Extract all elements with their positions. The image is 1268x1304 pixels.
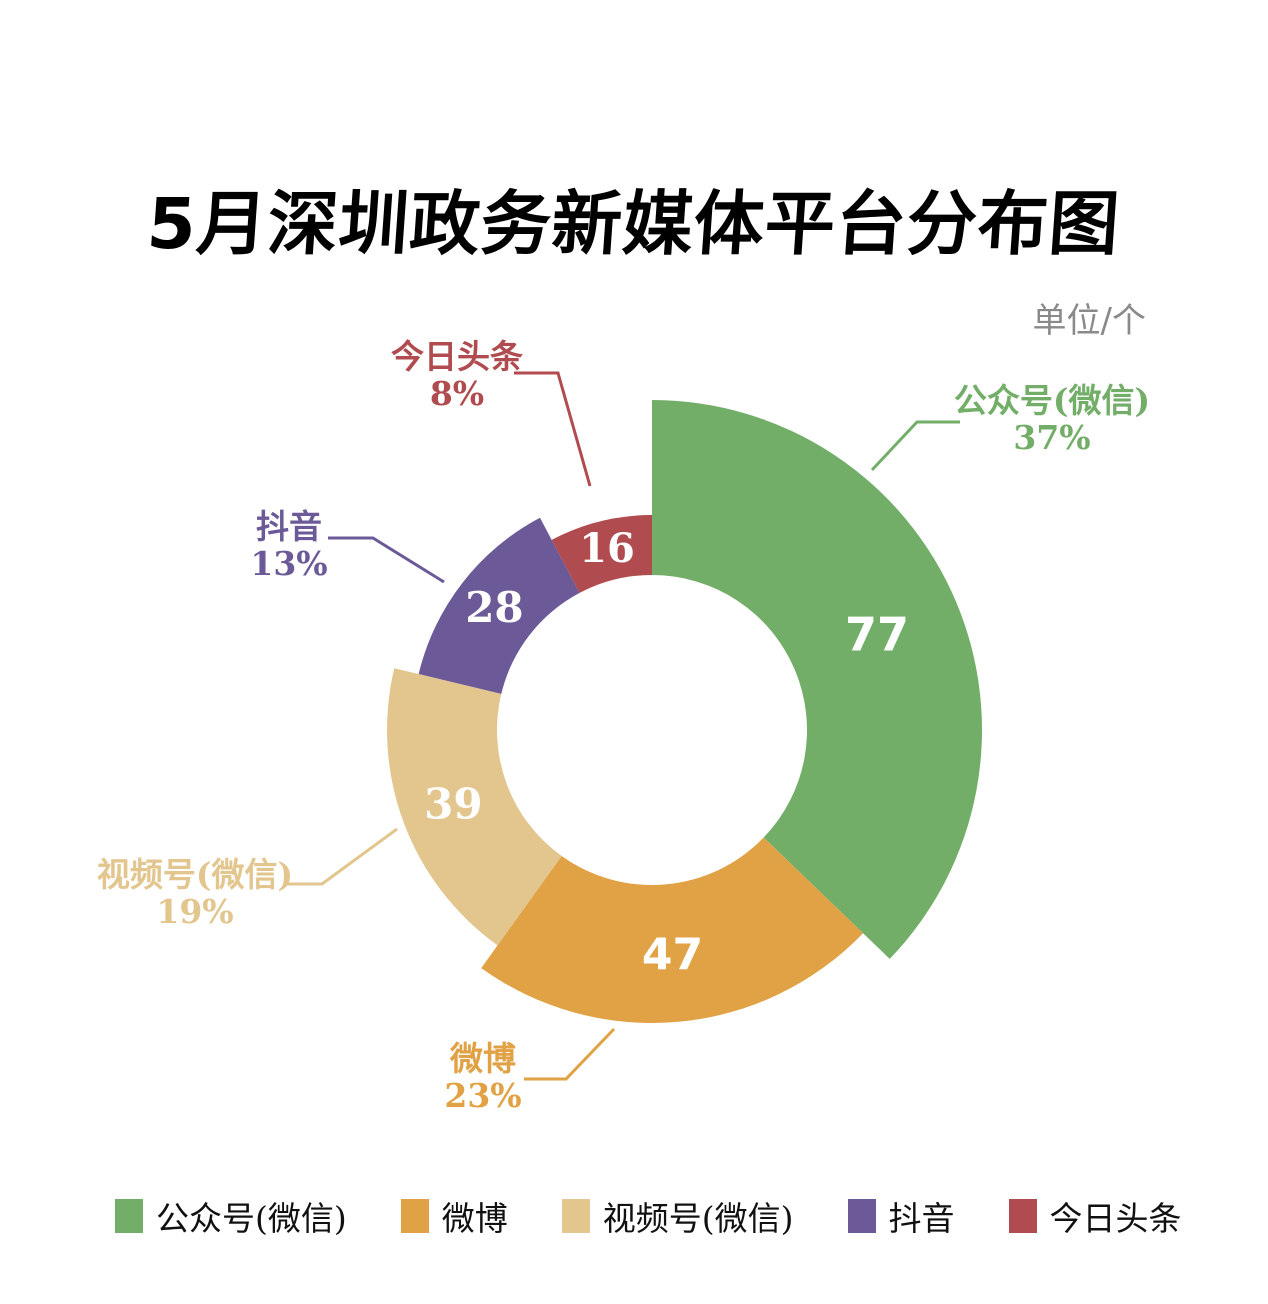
callout-name-toutiao: 今日头条 <box>391 337 523 376</box>
leader-line-wechat-video <box>286 827 398 886</box>
value-label-wechat-official-account: 77 <box>845 607 909 661</box>
callout-percent-wechat-official-account: 37% <box>1013 418 1090 457</box>
slice-toutiao <box>551 515 652 593</box>
callout-percent-douyin: 13% <box>250 544 327 583</box>
legend-item-wechat-official-account: 公众号(微信) <box>115 1192 347 1240</box>
legend-label-douyin: 抖音 <box>888 1199 955 1238</box>
leader-line-wechat-official-account <box>870 420 960 472</box>
legend-swatch-weibo <box>400 1199 429 1233</box>
leader-line-douyin <box>328 536 445 584</box>
callout-percent-wechat-video: 19% <box>156 892 233 931</box>
callout-percent-weibo: 23% <box>444 1076 521 1115</box>
legend-item-weibo: 微博 <box>400 1192 508 1240</box>
legend-label-toutiao: 今日头条 <box>1049 1199 1182 1238</box>
legend-label-wechat-official-account: 公众号(微信) <box>156 1199 347 1238</box>
legend-swatch-douyin <box>847 1199 876 1233</box>
legend-item-wechat-video: 视频号(微信) <box>561 1192 794 1240</box>
slice-wechat-video <box>386 668 562 946</box>
callout-name-wechat-video: 视频号(微信) <box>97 855 293 894</box>
leader-line-weibo <box>524 1027 616 1081</box>
leader-line-toutiao <box>514 371 592 487</box>
value-label-douyin: 28 <box>465 583 523 632</box>
legend-swatch-toutiao <box>1008 1199 1037 1233</box>
legend: 公众号(微信) 微博 视频号(微信) 抖音 今日头条 <box>115 1192 1182 1240</box>
value-label-toutiao: 16 <box>579 525 635 572</box>
slice-weibo <box>481 837 864 1023</box>
legend-swatch-wechat-official-account <box>115 1199 143 1233</box>
slice-wechat-official-account <box>652 400 982 959</box>
legend-item-douyin: 抖音 <box>847 1192 955 1240</box>
value-label-wechat-video: 39 <box>424 780 482 829</box>
value-label-weibo: 47 <box>642 930 703 981</box>
callout-name-wechat-official-account: 公众号(微信) <box>954 381 1150 420</box>
legend-label-wechat-video: 视频号(微信) <box>602 1199 794 1238</box>
slice-douyin <box>418 517 580 694</box>
legend-swatch-wechat-video <box>561 1199 590 1233</box>
callout-name-weibo: 微博 <box>449 1039 516 1078</box>
callout-percent-toutiao: 8% <box>430 374 484 413</box>
unit-label: 单位/个 <box>1032 301 1146 341</box>
legend-item-toutiao: 今日头条 <box>1008 1192 1182 1240</box>
legend-label-weibo: 微博 <box>441 1199 508 1238</box>
callout-name-douyin: 抖音 <box>256 507 322 546</box>
